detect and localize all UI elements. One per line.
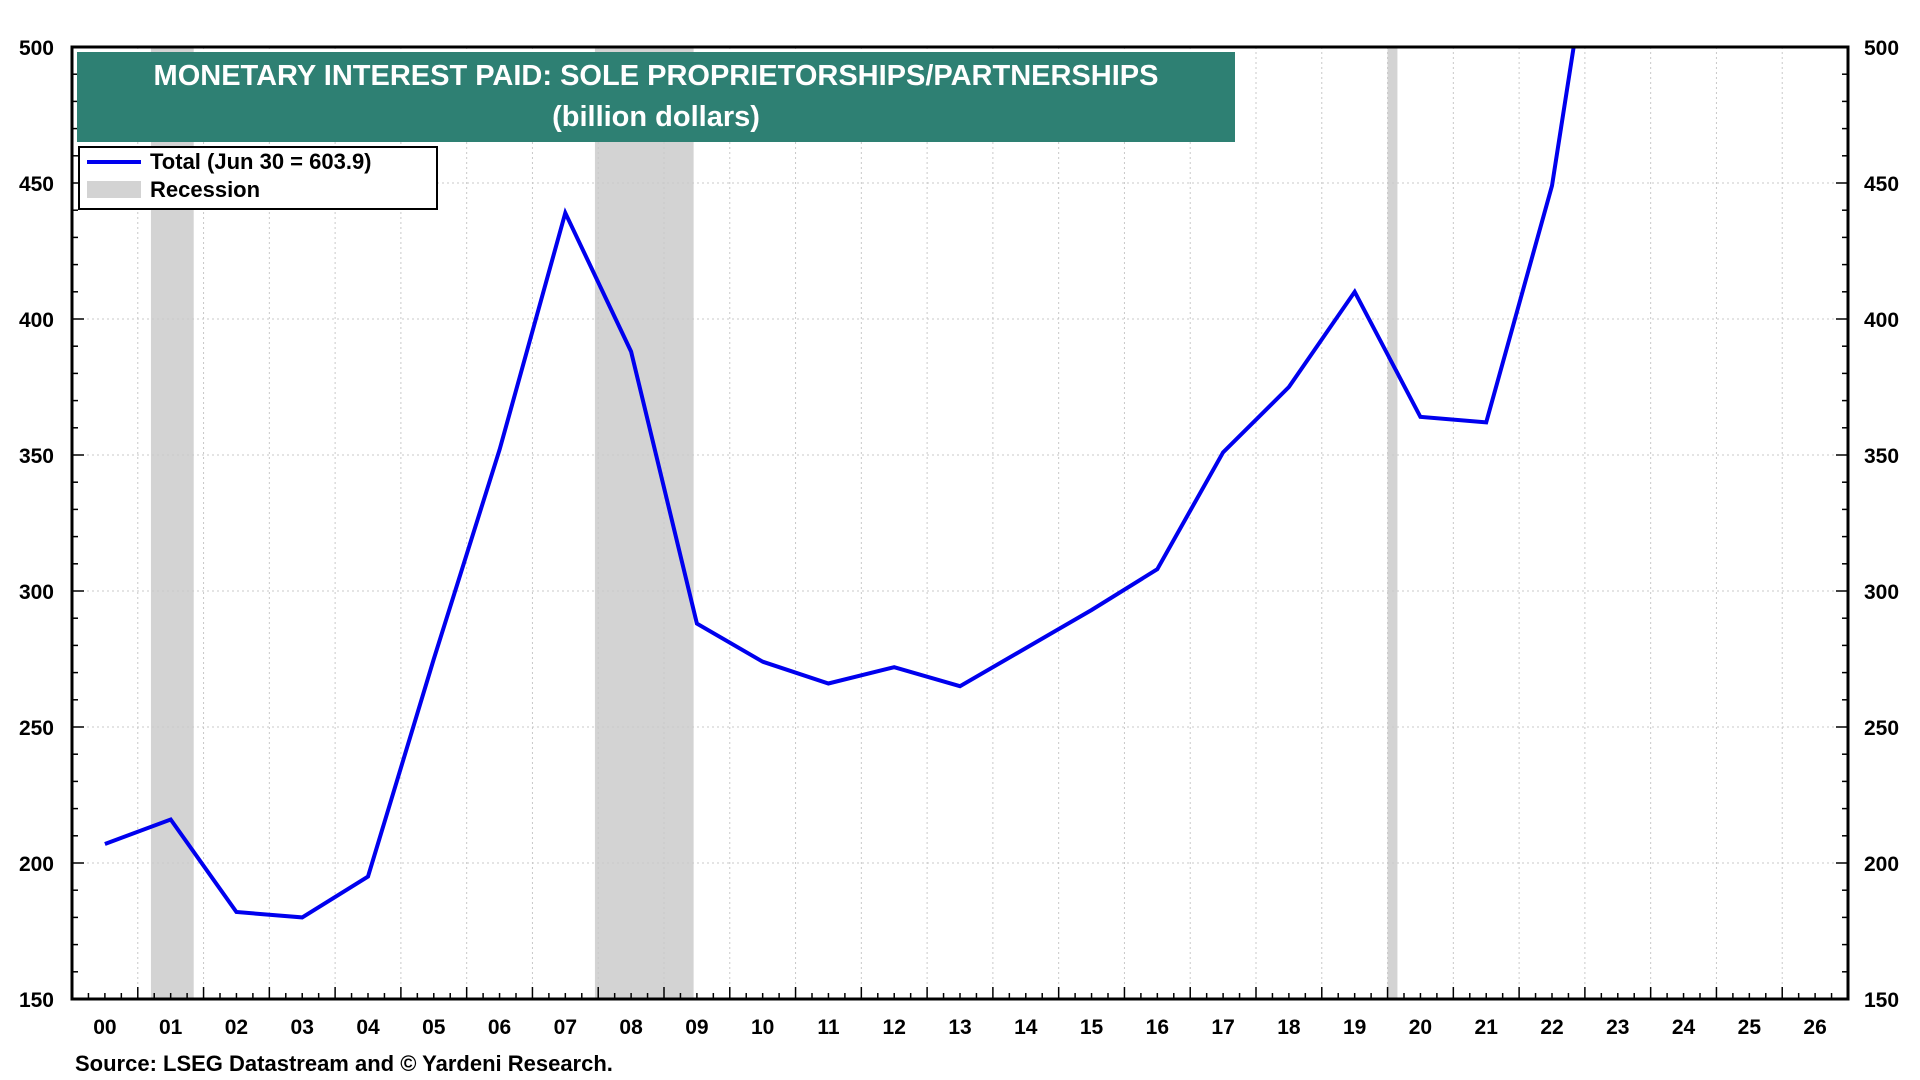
series-line-total xyxy=(104,47,1576,920)
y-tick-label-right: 150 xyxy=(1864,989,1899,1012)
x-tick-label: 19 xyxy=(1343,1016,1366,1039)
x-tick-label: 04 xyxy=(356,1016,380,1039)
y-tick-label-right: 350 xyxy=(1864,445,1899,468)
y-tick-label-left: 200 xyxy=(19,853,54,876)
y-tick-label-right: 450 xyxy=(1864,173,1899,196)
x-tick-label: 10 xyxy=(751,1016,774,1039)
x-tick-label: 00 xyxy=(93,1016,116,1039)
recession-band-2 xyxy=(1387,47,1398,999)
x-tick-label: 16 xyxy=(1146,1016,1169,1039)
x-tick-label: 15 xyxy=(1080,1016,1104,1039)
title-box xyxy=(77,52,1235,142)
chart-subtitle: (billion dollars) xyxy=(552,101,760,133)
legend: Total (Jun 30 = 603.9) Recession xyxy=(78,146,438,210)
x-tick-label: 23 xyxy=(1606,1016,1629,1039)
legend-swatch-recession xyxy=(87,181,141,198)
x-tick-label: 03 xyxy=(291,1016,314,1039)
x-tick-label: 18 xyxy=(1277,1016,1301,1039)
x-tick-label: 11 xyxy=(817,1016,840,1039)
x-tick-label: 07 xyxy=(554,1016,577,1039)
chart-title: MONETARY INTEREST PAID: SOLE PROPRIETORS… xyxy=(154,60,1159,92)
y-tick-label-left: 450 xyxy=(19,173,54,196)
x-tick-label: 14 xyxy=(1014,1016,1038,1039)
x-tick-label: 13 xyxy=(948,1016,971,1039)
recession-band-1 xyxy=(594,47,694,999)
y-tick-label-right: 200 xyxy=(1864,853,1899,876)
x-tick-label: 21 xyxy=(1475,1016,1499,1039)
legend-label-total: Total (Jun 30 = 603.9) xyxy=(150,149,372,174)
y-tick-label-left: 250 xyxy=(19,717,54,740)
x-tick-label: 02 xyxy=(225,1016,248,1039)
grid-lines xyxy=(72,47,1848,999)
x-tick-label: 17 xyxy=(1211,1016,1234,1039)
y-tick-label-right: 400 xyxy=(1864,309,1899,332)
x-tick-label: 12 xyxy=(883,1016,906,1039)
x-tick-label: 06 xyxy=(488,1016,511,1039)
x-tick-label: 26 xyxy=(1803,1016,1826,1039)
y-tick-label-left: 150 xyxy=(19,989,54,1012)
y-tick-label-left: 400 xyxy=(19,309,54,332)
legend-box xyxy=(78,146,438,210)
x-tick-label: 08 xyxy=(619,1016,643,1039)
source-note: Source: LSEG Datastream and © Yardeni Re… xyxy=(75,1051,613,1076)
x-tick-label: 24 xyxy=(1672,1016,1696,1039)
x-tick-label: 22 xyxy=(1540,1016,1563,1039)
y-tick-label-right: 250 xyxy=(1864,717,1899,740)
x-tick-label: 20 xyxy=(1409,1016,1432,1039)
y-tick-label-right: 500 xyxy=(1864,37,1899,60)
series-lines xyxy=(104,47,1576,920)
x-tick-label: 05 xyxy=(422,1016,446,1039)
y-tick-label-left: 350 xyxy=(19,445,54,468)
y-tick-label-left: 300 xyxy=(19,581,54,604)
y-tick-label-left: 500 xyxy=(19,37,54,60)
x-tick-label: 01 xyxy=(159,1016,183,1039)
y-tick-label-right: 300 xyxy=(1864,581,1899,604)
x-tick-label: 09 xyxy=(685,1016,708,1039)
x-tick-label: 25 xyxy=(1738,1016,1762,1039)
axis-ticks: 00 01 02 03 04 05 06 07 08 09 10 11 12 13 14 15 16 17 18 19… xyxy=(19,37,1899,1039)
legend-label-recession: Recession xyxy=(150,177,260,202)
